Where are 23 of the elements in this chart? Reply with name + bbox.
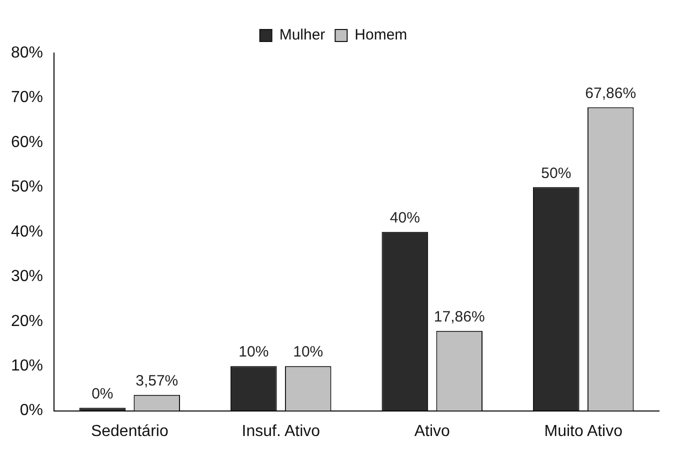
y-tick-label: 30%: [10, 268, 44, 286]
y-tick-label: 20%: [10, 312, 44, 330]
legend-label: Homem: [354, 26, 408, 44]
y-tick-label: 10%: [10, 357, 44, 374]
x-tick-label: Ativo: [414, 422, 450, 440]
y-tick-label: 80%: [10, 44, 44, 62]
y-tick-label: 70%: [10, 89, 44, 106]
data-label: 10%: [293, 344, 324, 361]
y-tick-label: 60%: [10, 134, 44, 151]
legend-label: Mulher: [279, 26, 326, 44]
data-label: 3,57%: [136, 372, 178, 390]
data-label: 50%: [541, 164, 572, 182]
data-label: 67,86%: [585, 84, 636, 102]
y-tick-label: 40%: [10, 223, 44, 240]
data-label: 40%: [390, 210, 420, 227]
y-tick-label: 50%: [10, 178, 44, 196]
x-tick-label: Insuf. Ativo: [242, 422, 320, 440]
x-tick-label: Muito Ativo: [544, 422, 623, 440]
data-label: 0%: [92, 385, 114, 402]
data-label: 17,86%: [434, 308, 485, 326]
data-label: 10%: [238, 344, 269, 361]
y-tick-label: 0%: [20, 402, 44, 420]
x-tick-label: Sedentário: [90, 422, 168, 440]
